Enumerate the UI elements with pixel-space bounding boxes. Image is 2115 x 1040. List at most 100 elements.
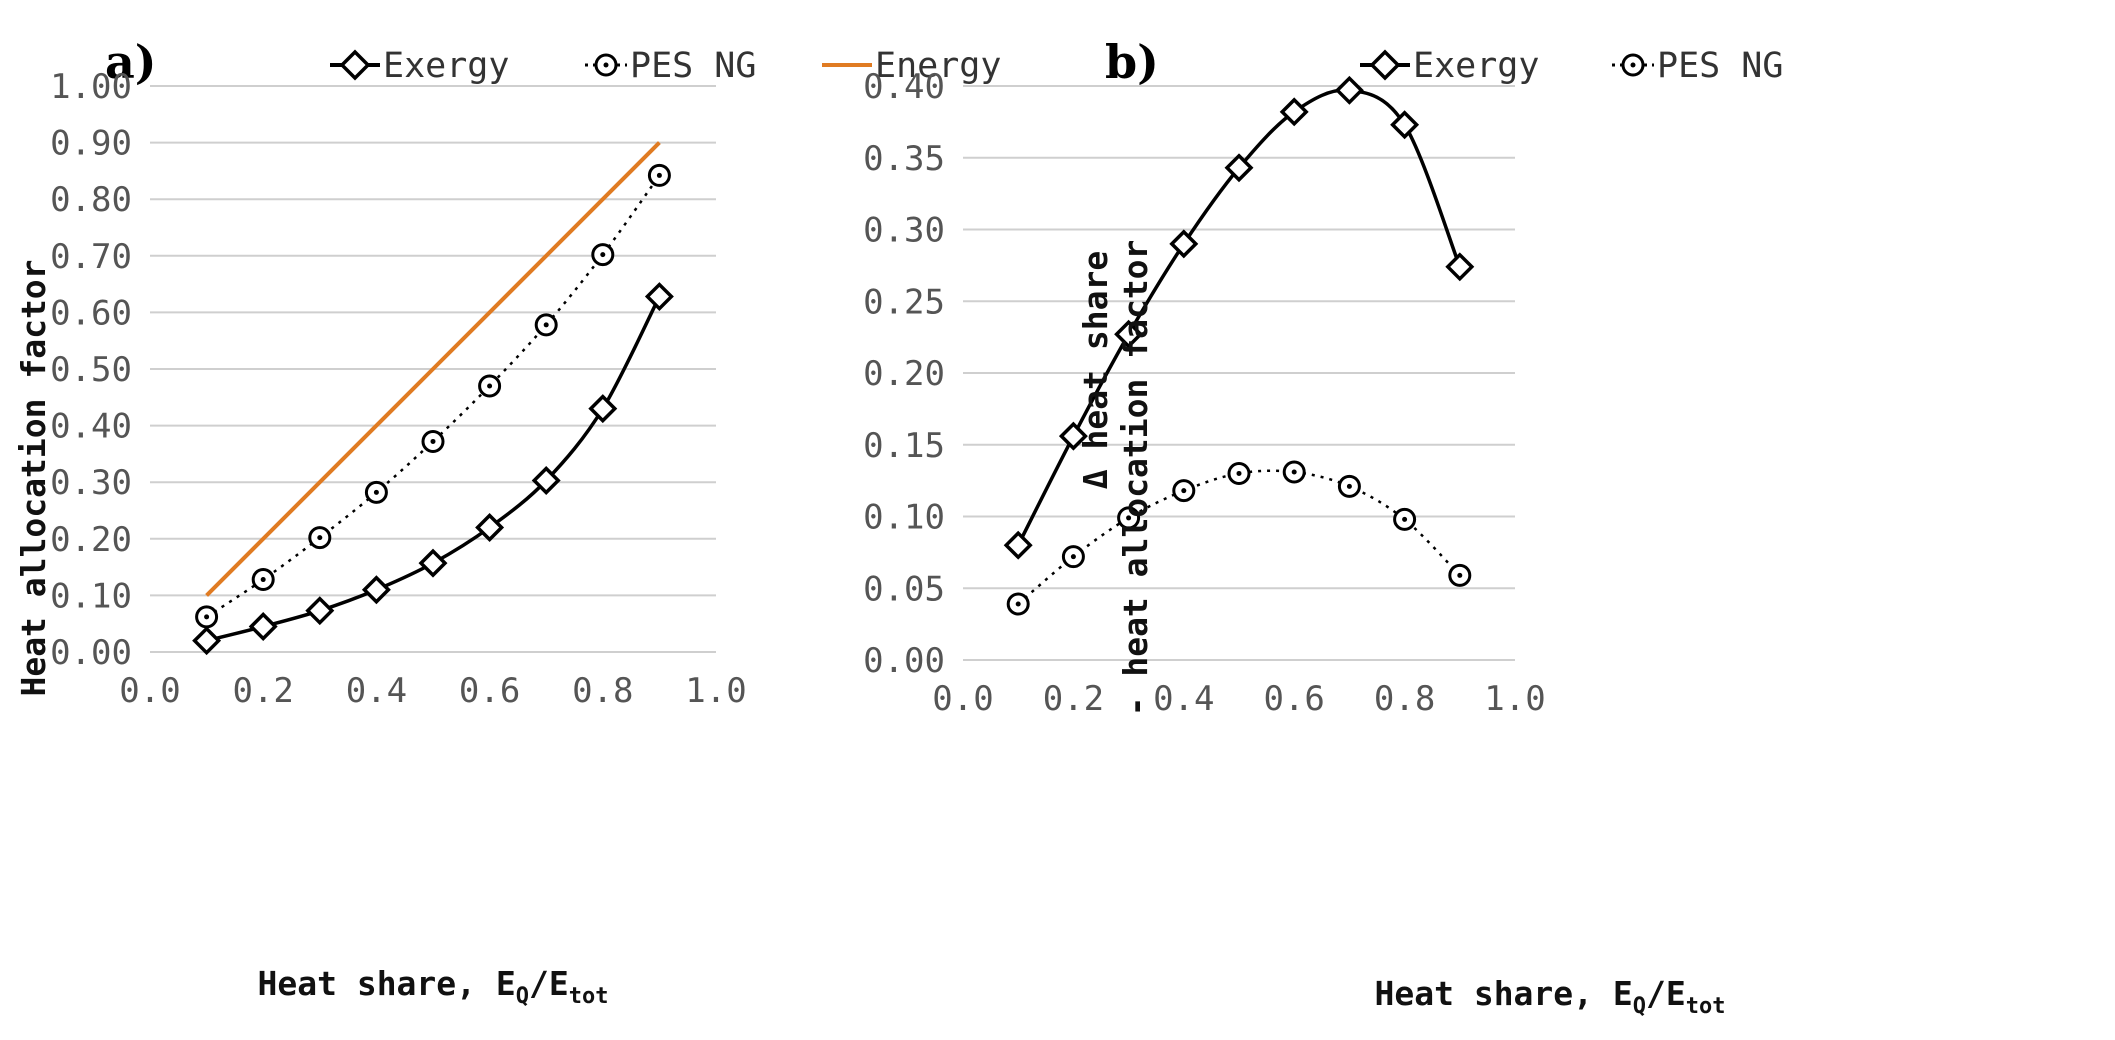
- y-tick-label: 0.00: [863, 641, 945, 681]
- data-point-exergy: [1390, 110, 1420, 140]
- y-tick-label: 0.70: [50, 237, 132, 277]
- data-point-center: [430, 438, 436, 444]
- x-tick-label: 0.2: [1043, 679, 1104, 719]
- panel-a-label: a): [105, 35, 157, 89]
- legend-item-exergy: Exergy: [1360, 46, 1539, 86]
- x-tick-label: 0.6: [1263, 679, 1324, 719]
- series-line-pes-ng: [1017, 469, 1461, 605]
- y-tick-label: 0.60: [50, 293, 132, 333]
- panel-b-y-ticks: 0.00 0.05 0.10 0.15 0.20 0.25 0.30 0.35 0.40: [863, 67, 945, 681]
- y-tick-label: 0.20: [50, 520, 132, 560]
- data-point-center: [1015, 601, 1021, 607]
- y-tick-label: 1.00: [50, 67, 132, 107]
- x-tick-label: 0.8: [572, 671, 633, 711]
- x-tick-label: 0.0: [932, 679, 993, 719]
- data-point-exergy: [305, 596, 335, 626]
- data-point-exergy: [1445, 252, 1475, 282]
- legend-label-exergy: Exergy: [1413, 46, 1539, 86]
- data-point-exergy: [1169, 229, 1199, 259]
- data-point-exergy: [1279, 97, 1309, 127]
- panel-b-x-axis-title: Heat share, EQ/Etot: [1374, 974, 1725, 1019]
- data-point-center: [600, 252, 606, 258]
- legend-item-energy: Energy: [822, 46, 1001, 86]
- data-point-center: [1402, 516, 1408, 522]
- x-tick-label: 0.4: [346, 671, 407, 711]
- panel-a-y-axis-title: Heat allocation factor: [14, 259, 53, 696]
- y-tick-label: 0.30: [50, 463, 132, 503]
- data-point-exergy: [588, 394, 618, 424]
- data-point-exergy: [475, 513, 505, 542]
- panel-a-gridlines: [150, 85, 716, 653]
- data-point-center: [373, 489, 379, 495]
- data-point-center: [1291, 469, 1297, 475]
- legend-label-pes-ng: PES NG: [630, 46, 756, 86]
- panel-a-legend: Exergy PES NG Energy: [330, 46, 1001, 86]
- data-point-exergy: [361, 575, 391, 605]
- y-tick-label: 0.35: [863, 139, 945, 179]
- y-tick-label: 0.15: [863, 426, 945, 466]
- y-tick-label: 0.80: [50, 180, 132, 220]
- legend-diamond-icon: [1369, 49, 1401, 81]
- data-point-center: [1181, 488, 1187, 494]
- legend-label-energy: Energy: [875, 46, 1001, 86]
- y-tick-label: 0.40: [50, 407, 132, 447]
- series-line-exergy: [206, 295, 661, 643]
- y-tick-label: 0.90: [50, 124, 132, 164]
- data-point-exergy: [1003, 530, 1033, 560]
- y-tick-label: 0.10: [863, 498, 945, 538]
- y-tick-label: 0.25: [863, 282, 945, 322]
- x-tick-label: 1.0: [685, 671, 746, 711]
- data-point-exergy: [1058, 421, 1088, 451]
- x-tick-label: 0.0: [119, 671, 180, 711]
- data-point-center: [204, 614, 210, 620]
- data-point-exergy: [418, 548, 448, 578]
- data-point-center: [317, 535, 323, 541]
- x-tick-label: 1.0: [1484, 679, 1545, 719]
- y-tick-label: 0.50: [50, 350, 132, 390]
- panel-a-chart: a) 0.000.100.200.300.400.500.600.700.800…: [14, 35, 1001, 1009]
- data-point-center: [260, 577, 266, 583]
- data-point-exergy: [192, 626, 222, 656]
- panel-b-y-axis-title-line1: Δ heat share: [1076, 251, 1115, 489]
- data-point-exergy: [1114, 319, 1144, 349]
- legend-item-pes-ng: PES NG: [1612, 46, 1783, 86]
- y-tick-label: 0.30: [863, 211, 945, 251]
- data-point-center: [1457, 572, 1463, 578]
- data-point-exergy: [644, 282, 674, 312]
- legend-item-pes-ng: PES NG: [585, 46, 756, 86]
- x-tick-label: 0.8: [1374, 679, 1435, 719]
- y-tick-label: 0.00: [50, 633, 132, 673]
- data-point-exergy: [1224, 153, 1254, 183]
- panel-b-legend: Exergy PES NG: [1360, 46, 1783, 86]
- series-line-energy: [205, 141, 661, 597]
- panel-a-series: [192, 141, 674, 656]
- panel-b-y-axis-title-line2: - heat allocation factor: [1116, 240, 1155, 717]
- data-point-center: [1126, 515, 1132, 521]
- data-point-center: [1346, 483, 1352, 489]
- data-point-center: [656, 172, 662, 178]
- data-point-center: [1070, 554, 1076, 560]
- x-tick-label: 0.2: [232, 671, 293, 711]
- legend-label-exergy: Exergy: [383, 46, 509, 86]
- legend-diamond-icon: [339, 49, 371, 81]
- series-line-pes-ng: [205, 174, 661, 618]
- data-point-exergy: [248, 612, 278, 642]
- y-tick-label: 0.20: [863, 354, 945, 394]
- panel-b-series: [1003, 75, 1475, 616]
- panel-b-chart: b) 0.000.050.100.150.200.250.300.350.40 …: [863, 35, 1783, 1019]
- panel-a-x-axis-title: Heat share, EQ/Etot: [257, 964, 608, 1009]
- panel-a-x-ticks: 0.0 0.2 0.4 0.6 0.8 1.0: [119, 671, 746, 711]
- legend-item-exergy: Exergy: [330, 46, 509, 86]
- y-tick-label: 0.40: [863, 67, 945, 107]
- data-point-center: [487, 383, 493, 389]
- data-point-center: [1236, 470, 1242, 476]
- y-tick-label: 0.10: [50, 576, 132, 616]
- panel-b-x-ticks: 0.0 0.2 0.4 0.6 0.8 1.0: [932, 679, 1545, 719]
- y-tick-label: 0.05: [863, 569, 945, 609]
- panel-a-y-ticks: 0.00 0.10 0.20 0.30 0.40 0.50 0.60 0.70 0.80 0.90…: [50, 67, 132, 673]
- data-point-exergy: [1334, 75, 1364, 105]
- x-tick-label: 0.4: [1153, 679, 1214, 719]
- panel-b-label: b): [1105, 35, 1159, 89]
- legend-label-pes-ng: PES NG: [1657, 46, 1783, 86]
